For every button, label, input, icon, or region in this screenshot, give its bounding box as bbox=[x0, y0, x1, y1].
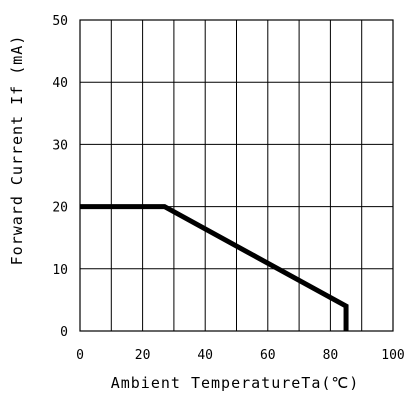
y-tick-label: 20 bbox=[52, 201, 68, 216]
x-axis-title: Ambient TemperatureTa(℃) bbox=[111, 374, 360, 392]
x-tick-label: 40 bbox=[197, 348, 213, 363]
y-tick-label: 10 bbox=[52, 263, 68, 278]
x-tick-labels: 0 20 40 60 80 100 bbox=[76, 348, 405, 363]
x-tick-label: 60 bbox=[260, 348, 276, 363]
series-line bbox=[80, 204, 349, 331]
x-tick-label: 80 bbox=[323, 348, 339, 363]
y-tick-label: 0 bbox=[60, 325, 68, 340]
y-axis-title: Forward Current If (mA) bbox=[8, 35, 26, 266]
y-tick-label: 30 bbox=[52, 138, 68, 153]
y-tick-label: 50 bbox=[52, 14, 68, 29]
y-tick-label: 40 bbox=[52, 76, 68, 91]
x-tick-label: 100 bbox=[381, 348, 404, 363]
y-tick-labels: 0 10 20 30 40 50 bbox=[52, 14, 68, 340]
x-tick-label: 20 bbox=[135, 348, 151, 363]
x-tick-label: 0 bbox=[76, 348, 84, 363]
plot-frame bbox=[79, 19, 394, 332]
grid bbox=[79, 19, 394, 332]
series-group bbox=[80, 204, 349, 331]
